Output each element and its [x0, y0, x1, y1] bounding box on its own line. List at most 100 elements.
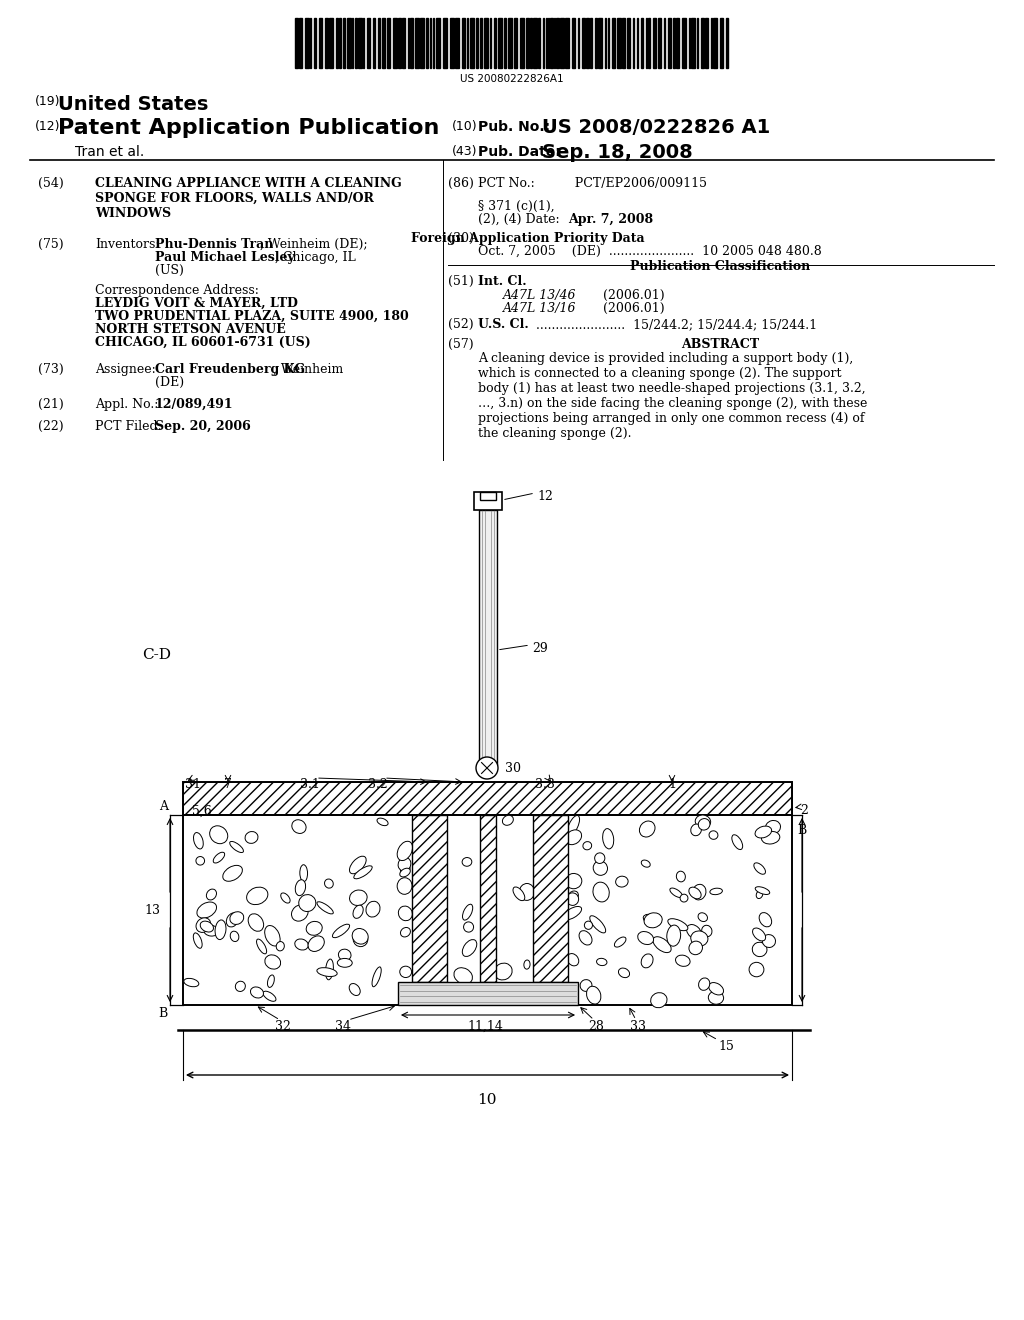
Bar: [398, 18, 401, 69]
Ellipse shape: [454, 968, 472, 983]
Ellipse shape: [400, 866, 411, 873]
Bar: [682, 18, 686, 69]
Bar: [595, 18, 597, 69]
Ellipse shape: [677, 871, 685, 882]
Ellipse shape: [593, 861, 607, 875]
Ellipse shape: [687, 924, 701, 939]
Ellipse shape: [643, 915, 660, 925]
Bar: [347, 18, 351, 69]
Bar: [393, 18, 397, 69]
Text: PCT Filed:: PCT Filed:: [95, 420, 162, 433]
Text: (86): (86): [449, 177, 474, 190]
Bar: [720, 18, 723, 69]
Bar: [480, 18, 482, 69]
Ellipse shape: [692, 884, 706, 900]
Bar: [550, 18, 553, 69]
Ellipse shape: [194, 833, 203, 849]
Bar: [480, 814, 496, 982]
Ellipse shape: [513, 887, 524, 900]
Bar: [299, 18, 302, 69]
Ellipse shape: [754, 863, 766, 874]
Text: Oct. 7, 2005    (DE)  ......................  10 2005 048 480.8: Oct. 7, 2005 (DE) ......................…: [478, 246, 821, 257]
Ellipse shape: [709, 982, 724, 995]
Ellipse shape: [698, 818, 710, 830]
Text: 33: 33: [630, 1020, 646, 1034]
Ellipse shape: [755, 826, 772, 838]
Ellipse shape: [377, 818, 388, 825]
Ellipse shape: [292, 820, 306, 833]
Bar: [673, 18, 675, 69]
Ellipse shape: [503, 816, 513, 825]
Ellipse shape: [317, 902, 333, 913]
Text: 29: 29: [532, 642, 548, 655]
Ellipse shape: [580, 931, 592, 945]
Ellipse shape: [276, 941, 285, 950]
Ellipse shape: [201, 921, 213, 932]
Ellipse shape: [306, 921, 323, 936]
Bar: [572, 18, 575, 69]
Ellipse shape: [566, 875, 579, 887]
Text: C-D: C-D: [142, 648, 171, 663]
Ellipse shape: [701, 925, 712, 937]
Text: 13: 13: [144, 903, 160, 916]
Bar: [508, 18, 512, 69]
Ellipse shape: [710, 888, 722, 895]
Text: 34: 34: [335, 1020, 351, 1034]
Text: (2), (4) Date:: (2), (4) Date:: [478, 213, 560, 226]
Bar: [691, 18, 695, 69]
Ellipse shape: [753, 942, 767, 957]
Text: 30: 30: [505, 762, 521, 775]
Bar: [658, 18, 662, 69]
Text: 7: 7: [224, 777, 232, 791]
Ellipse shape: [248, 913, 263, 932]
Ellipse shape: [759, 912, 772, 927]
Ellipse shape: [756, 887, 770, 895]
Text: 28: 28: [588, 1020, 604, 1034]
Bar: [534, 814, 568, 982]
Text: Sep. 18, 2008: Sep. 18, 2008: [542, 143, 693, 162]
Text: 31: 31: [185, 777, 201, 791]
Bar: [410, 18, 413, 69]
Ellipse shape: [204, 925, 219, 936]
Ellipse shape: [184, 978, 199, 987]
Text: Publication Classification: Publication Classification: [630, 260, 810, 273]
Ellipse shape: [691, 931, 708, 946]
Bar: [436, 18, 440, 69]
Text: , Chicago, IL: , Chicago, IL: [275, 251, 355, 264]
Ellipse shape: [695, 814, 711, 828]
Bar: [462, 18, 465, 69]
Text: TWO PRUDENTIAL PLAZA, SUITE 4900, 180: TWO PRUDENTIAL PLAZA, SUITE 4900, 180: [95, 310, 409, 323]
Ellipse shape: [583, 842, 592, 850]
Text: Foreign Application Priority Data: Foreign Application Priority Data: [412, 232, 645, 246]
Bar: [387, 18, 390, 69]
Text: A cleaning device is provided including a support body (1),
which is connected t: A cleaning device is provided including …: [478, 352, 867, 440]
Ellipse shape: [229, 841, 244, 853]
Bar: [415, 18, 419, 69]
Ellipse shape: [236, 981, 246, 991]
Bar: [355, 18, 357, 69]
Text: (12): (12): [35, 120, 60, 133]
Bar: [319, 18, 322, 69]
Ellipse shape: [230, 931, 239, 941]
Ellipse shape: [353, 906, 364, 919]
Bar: [534, 18, 537, 69]
Text: ABSTRACT: ABSTRACT: [681, 338, 759, 351]
Text: Correspondence Address:: Correspondence Address:: [95, 284, 259, 297]
Ellipse shape: [618, 968, 630, 978]
Text: Pub. Date:: Pub. Date:: [478, 145, 561, 158]
Text: B: B: [159, 1007, 168, 1020]
Bar: [336, 18, 338, 69]
Text: Appl. No.:: Appl. No.:: [95, 399, 159, 411]
Text: 11,14: 11,14: [467, 1020, 503, 1034]
Text: LEYDIG VOIT & MAYER, LTD: LEYDIG VOIT & MAYER, LTD: [95, 297, 298, 310]
Bar: [443, 18, 447, 69]
Ellipse shape: [226, 867, 236, 876]
Ellipse shape: [398, 858, 411, 871]
Text: (73): (73): [38, 363, 63, 376]
Ellipse shape: [397, 878, 412, 895]
Ellipse shape: [566, 892, 579, 906]
Bar: [325, 18, 328, 69]
Bar: [420, 18, 424, 69]
Text: (54): (54): [38, 177, 63, 190]
Text: § 371 (c)(1),: § 371 (c)(1),: [478, 201, 555, 213]
